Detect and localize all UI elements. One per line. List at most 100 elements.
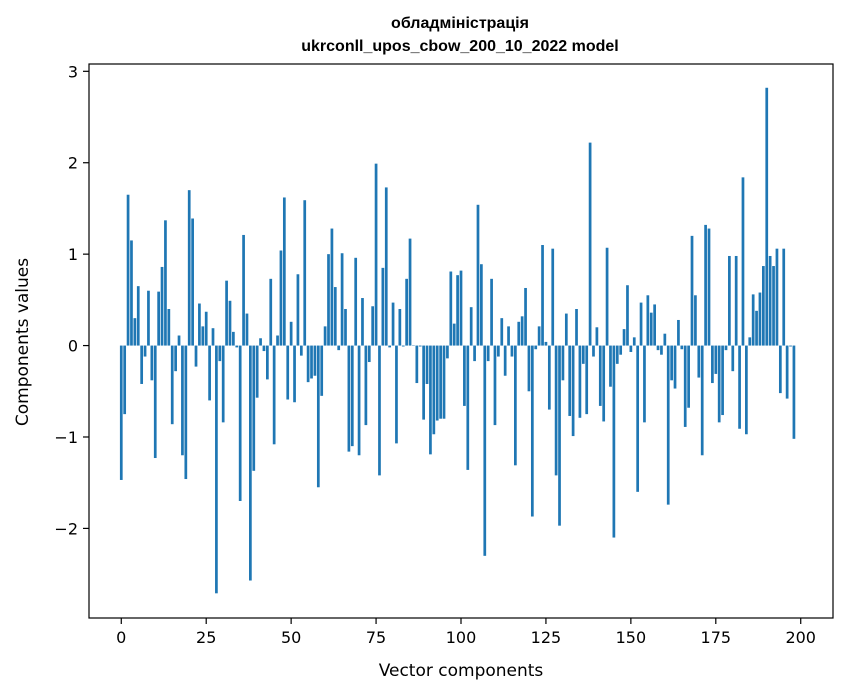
- x-tick-label: 150: [616, 628, 647, 647]
- bar-63: [333, 287, 337, 346]
- bar-94: [439, 345, 442, 419]
- bar-103: [469, 307, 473, 346]
- chart-subtitle: ukrconll_upos_cbow_200_10_2022 model: [301, 38, 618, 55]
- y-tick-label: 1: [68, 245, 78, 264]
- bar-107: [483, 345, 487, 556]
- bar-57: [313, 345, 317, 376]
- bar-180: [731, 345, 735, 372]
- bar-162: [670, 345, 673, 381]
- bar-187: [755, 310, 758, 346]
- bar-100: [459, 270, 463, 346]
- bar-134: [575, 309, 578, 346]
- bar-65: [340, 253, 344, 346]
- bar-110: [493, 345, 497, 426]
- bar-10: [153, 345, 157, 459]
- bar-136: [581, 345, 585, 364]
- bar-186: [751, 294, 755, 346]
- bar-127: [551, 248, 555, 346]
- bar-42: [262, 345, 266, 352]
- bar-38: [249, 345, 252, 581]
- bar-135: [578, 345, 582, 418]
- bar-70: [357, 345, 361, 456]
- bar-189: [762, 266, 765, 346]
- bar-122: [534, 345, 538, 350]
- y-tick-label: 0: [68, 337, 78, 356]
- bar-125: [544, 341, 548, 346]
- bar-77: [381, 267, 385, 346]
- x-tick-label: 50: [281, 628, 301, 647]
- bars-group: [119, 87, 796, 594]
- bar-82: [398, 309, 402, 346]
- bar-53: [299, 345, 303, 356]
- bar-7: [143, 345, 147, 357]
- bar-120: [527, 345, 531, 392]
- bar-8: [147, 290, 150, 346]
- bar-191: [768, 255, 772, 346]
- bar-17: [177, 335, 181, 346]
- bar-170: [697, 345, 701, 378]
- bar-129: [558, 345, 561, 526]
- bar-159: [660, 345, 663, 355]
- bar-157: [653, 304, 656, 346]
- bar-104: [473, 345, 476, 362]
- bar-34: [235, 345, 239, 348]
- bar-161: [666, 345, 670, 505]
- bar-27: [211, 328, 215, 346]
- bar-71: [361, 298, 364, 346]
- bar-185: [748, 337, 752, 346]
- x-tick-label: 125: [531, 628, 562, 647]
- bar-26: [208, 345, 211, 401]
- bar-16: [174, 345, 177, 372]
- bar-20: [187, 190, 191, 346]
- bar-105: [476, 204, 480, 346]
- bar-197: [789, 345, 792, 347]
- bar-15: [170, 345, 174, 425]
- bar-155: [646, 295, 650, 346]
- bar-173: [707, 228, 711, 346]
- bar-67: [347, 345, 351, 452]
- bar-56: [310, 345, 313, 379]
- bar-72: [364, 345, 368, 426]
- bar-4: [133, 318, 137, 346]
- bar-164: [677, 319, 680, 346]
- bar-3: [130, 240, 133, 346]
- bar-154: [643, 345, 646, 423]
- bar-49: [286, 345, 290, 400]
- bar-85: [408, 238, 412, 346]
- x-tick-label: 0: [116, 628, 126, 647]
- bar-83: [401, 345, 405, 347]
- bar-141: [598, 345, 602, 406]
- bar-97: [449, 271, 453, 346]
- bar-80: [391, 302, 395, 346]
- bar-45: [272, 345, 276, 445]
- bar-54: [303, 200, 307, 346]
- bar-109: [490, 278, 493, 346]
- bar-132: [568, 345, 572, 416]
- bar-175: [714, 345, 718, 374]
- x-axis-label: Vector components: [379, 661, 544, 681]
- bar-21: [191, 218, 194, 346]
- bar-74: [371, 306, 375, 346]
- bar-124: [541, 245, 544, 346]
- bar-183: [741, 177, 745, 346]
- bar-99: [456, 275, 459, 346]
- bar-66: [344, 309, 347, 346]
- bar-14: [167, 309, 171, 346]
- bar-142: [602, 345, 606, 422]
- x-tick-label: 25: [196, 628, 216, 647]
- bar-182: [738, 345, 741, 429]
- bar-87: [415, 345, 419, 384]
- bar-29: [218, 345, 222, 362]
- bar-149: [626, 285, 629, 346]
- bar-166: [683, 345, 687, 427]
- bar-101: [463, 345, 466, 406]
- bar-138: [588, 142, 592, 346]
- bar-108: [486, 345, 490, 362]
- bar-195: [782, 248, 786, 346]
- bar-165: [680, 345, 684, 350]
- bar-190: [765, 87, 769, 346]
- y-tick-label: 2: [68, 154, 78, 173]
- bar-18: [181, 345, 184, 456]
- bar-43: [266, 345, 269, 380]
